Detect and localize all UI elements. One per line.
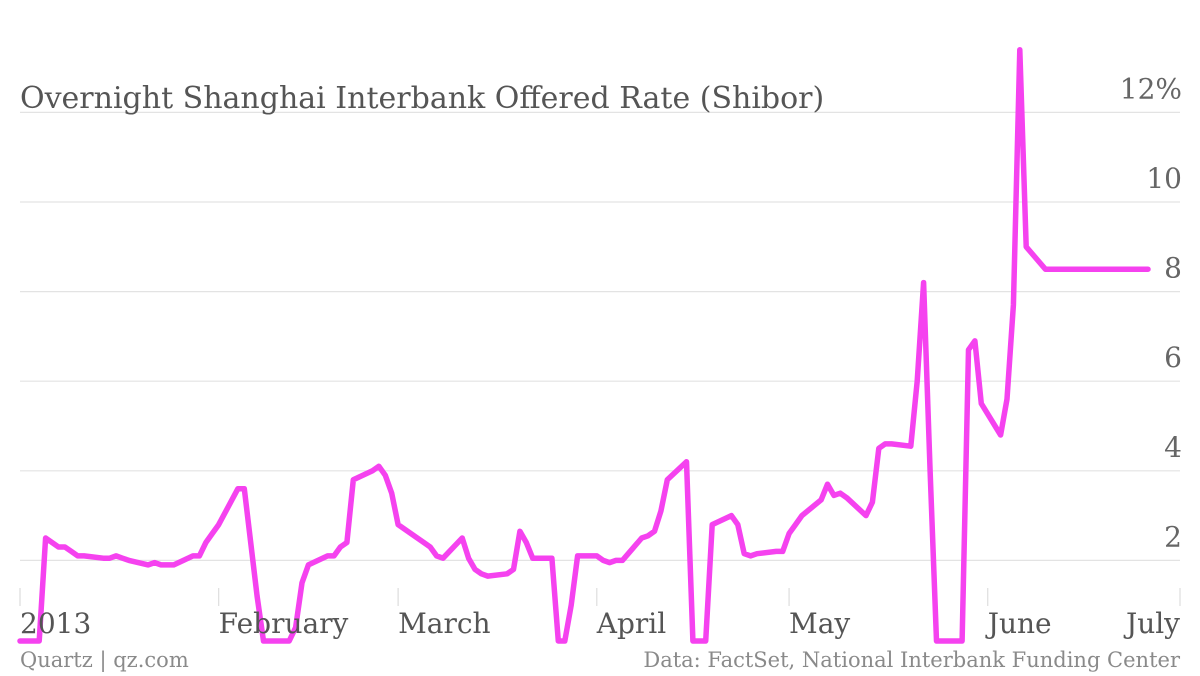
x-tick-label-february: February (219, 607, 349, 640)
source-credit-left: Quartz | qz.com (20, 648, 189, 673)
x-tick-label-2013: 2013 (20, 607, 91, 640)
y-tick-label-2: 2 (1164, 520, 1182, 553)
x-tick-label-march: March (398, 607, 490, 640)
x-tick-label-june: June (985, 607, 1052, 640)
series-layer (17, 46, 1151, 644)
x-tick-marks (19, 588, 1181, 606)
y-tick-label-12: 12% (1120, 72, 1182, 105)
x-tick-label-july: July (1123, 607, 1180, 640)
y-tick-label-8: 8 (1164, 252, 1182, 285)
gridlines (20, 111, 1180, 562)
chart-title: Overnight Shanghai Interbank Offered Rat… (20, 81, 824, 116)
y-tick-label-10: 10 (1146, 162, 1182, 195)
x-tick-label-april: April (596, 607, 666, 640)
y-tick-label-4: 4 (1164, 431, 1182, 464)
y-tick-labels: 2 4 6 8 10 12% (1120, 72, 1182, 553)
source-credit-right: Data: FactSet, National Interbank Fundin… (643, 648, 1181, 672)
series-line-shibor (17, 46, 1151, 644)
x-tick-labels: 2013 February March April May June July (20, 607, 1180, 640)
x-tick-label-may: May (789, 607, 850, 640)
y-tick-label-6: 6 (1164, 341, 1182, 374)
